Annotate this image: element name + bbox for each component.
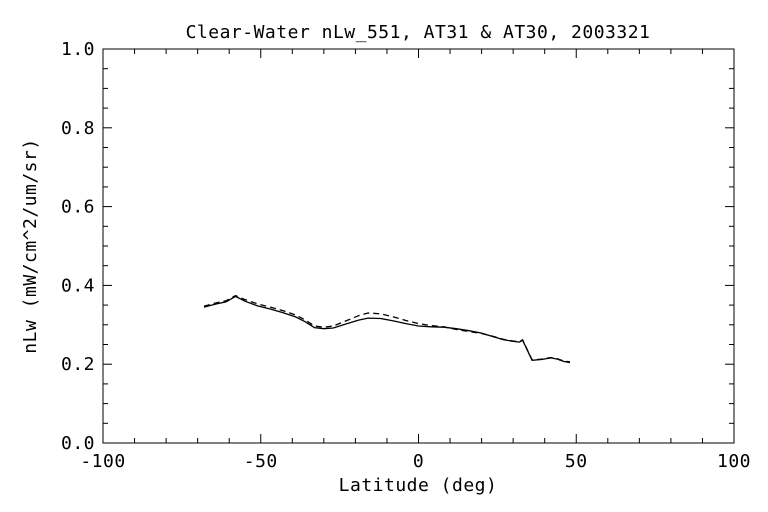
- series-line-at30: [203, 294, 570, 363]
- plot-border: [102, 48, 735, 444]
- y-tick-label: 0.6: [61, 197, 95, 218]
- x-axis-label: Latitude (deg): [339, 475, 498, 496]
- x-tick-label: -100: [80, 451, 125, 472]
- y-tick-label: 0.2: [61, 354, 95, 375]
- y-tick-label: 0.0: [61, 433, 95, 454]
- series-line-at31: [203, 295, 571, 364]
- x-tick-label: 50: [565, 451, 588, 472]
- x-tick-label: 100: [717, 451, 751, 472]
- axis-ticks: [102, 48, 735, 444]
- x-tick-label: 0: [413, 451, 424, 472]
- chart-title: Clear-Water nLw_551, AT31 & AT30, 200332…: [186, 22, 651, 43]
- data-series: [203, 294, 571, 364]
- y-axis-label: nLw (mW/cm^2/um/sr): [20, 138, 41, 353]
- y-tick-label: 0.8: [61, 118, 95, 139]
- y-tick-label: 1.0: [61, 39, 95, 60]
- x-tick-label: -50: [244, 451, 278, 472]
- tick-labels: -100 -50 0 50 100 0.0 0.2 0.4 0.6 0.8 1.0: [61, 39, 751, 472]
- y-tick-label: 0.4: [61, 275, 95, 296]
